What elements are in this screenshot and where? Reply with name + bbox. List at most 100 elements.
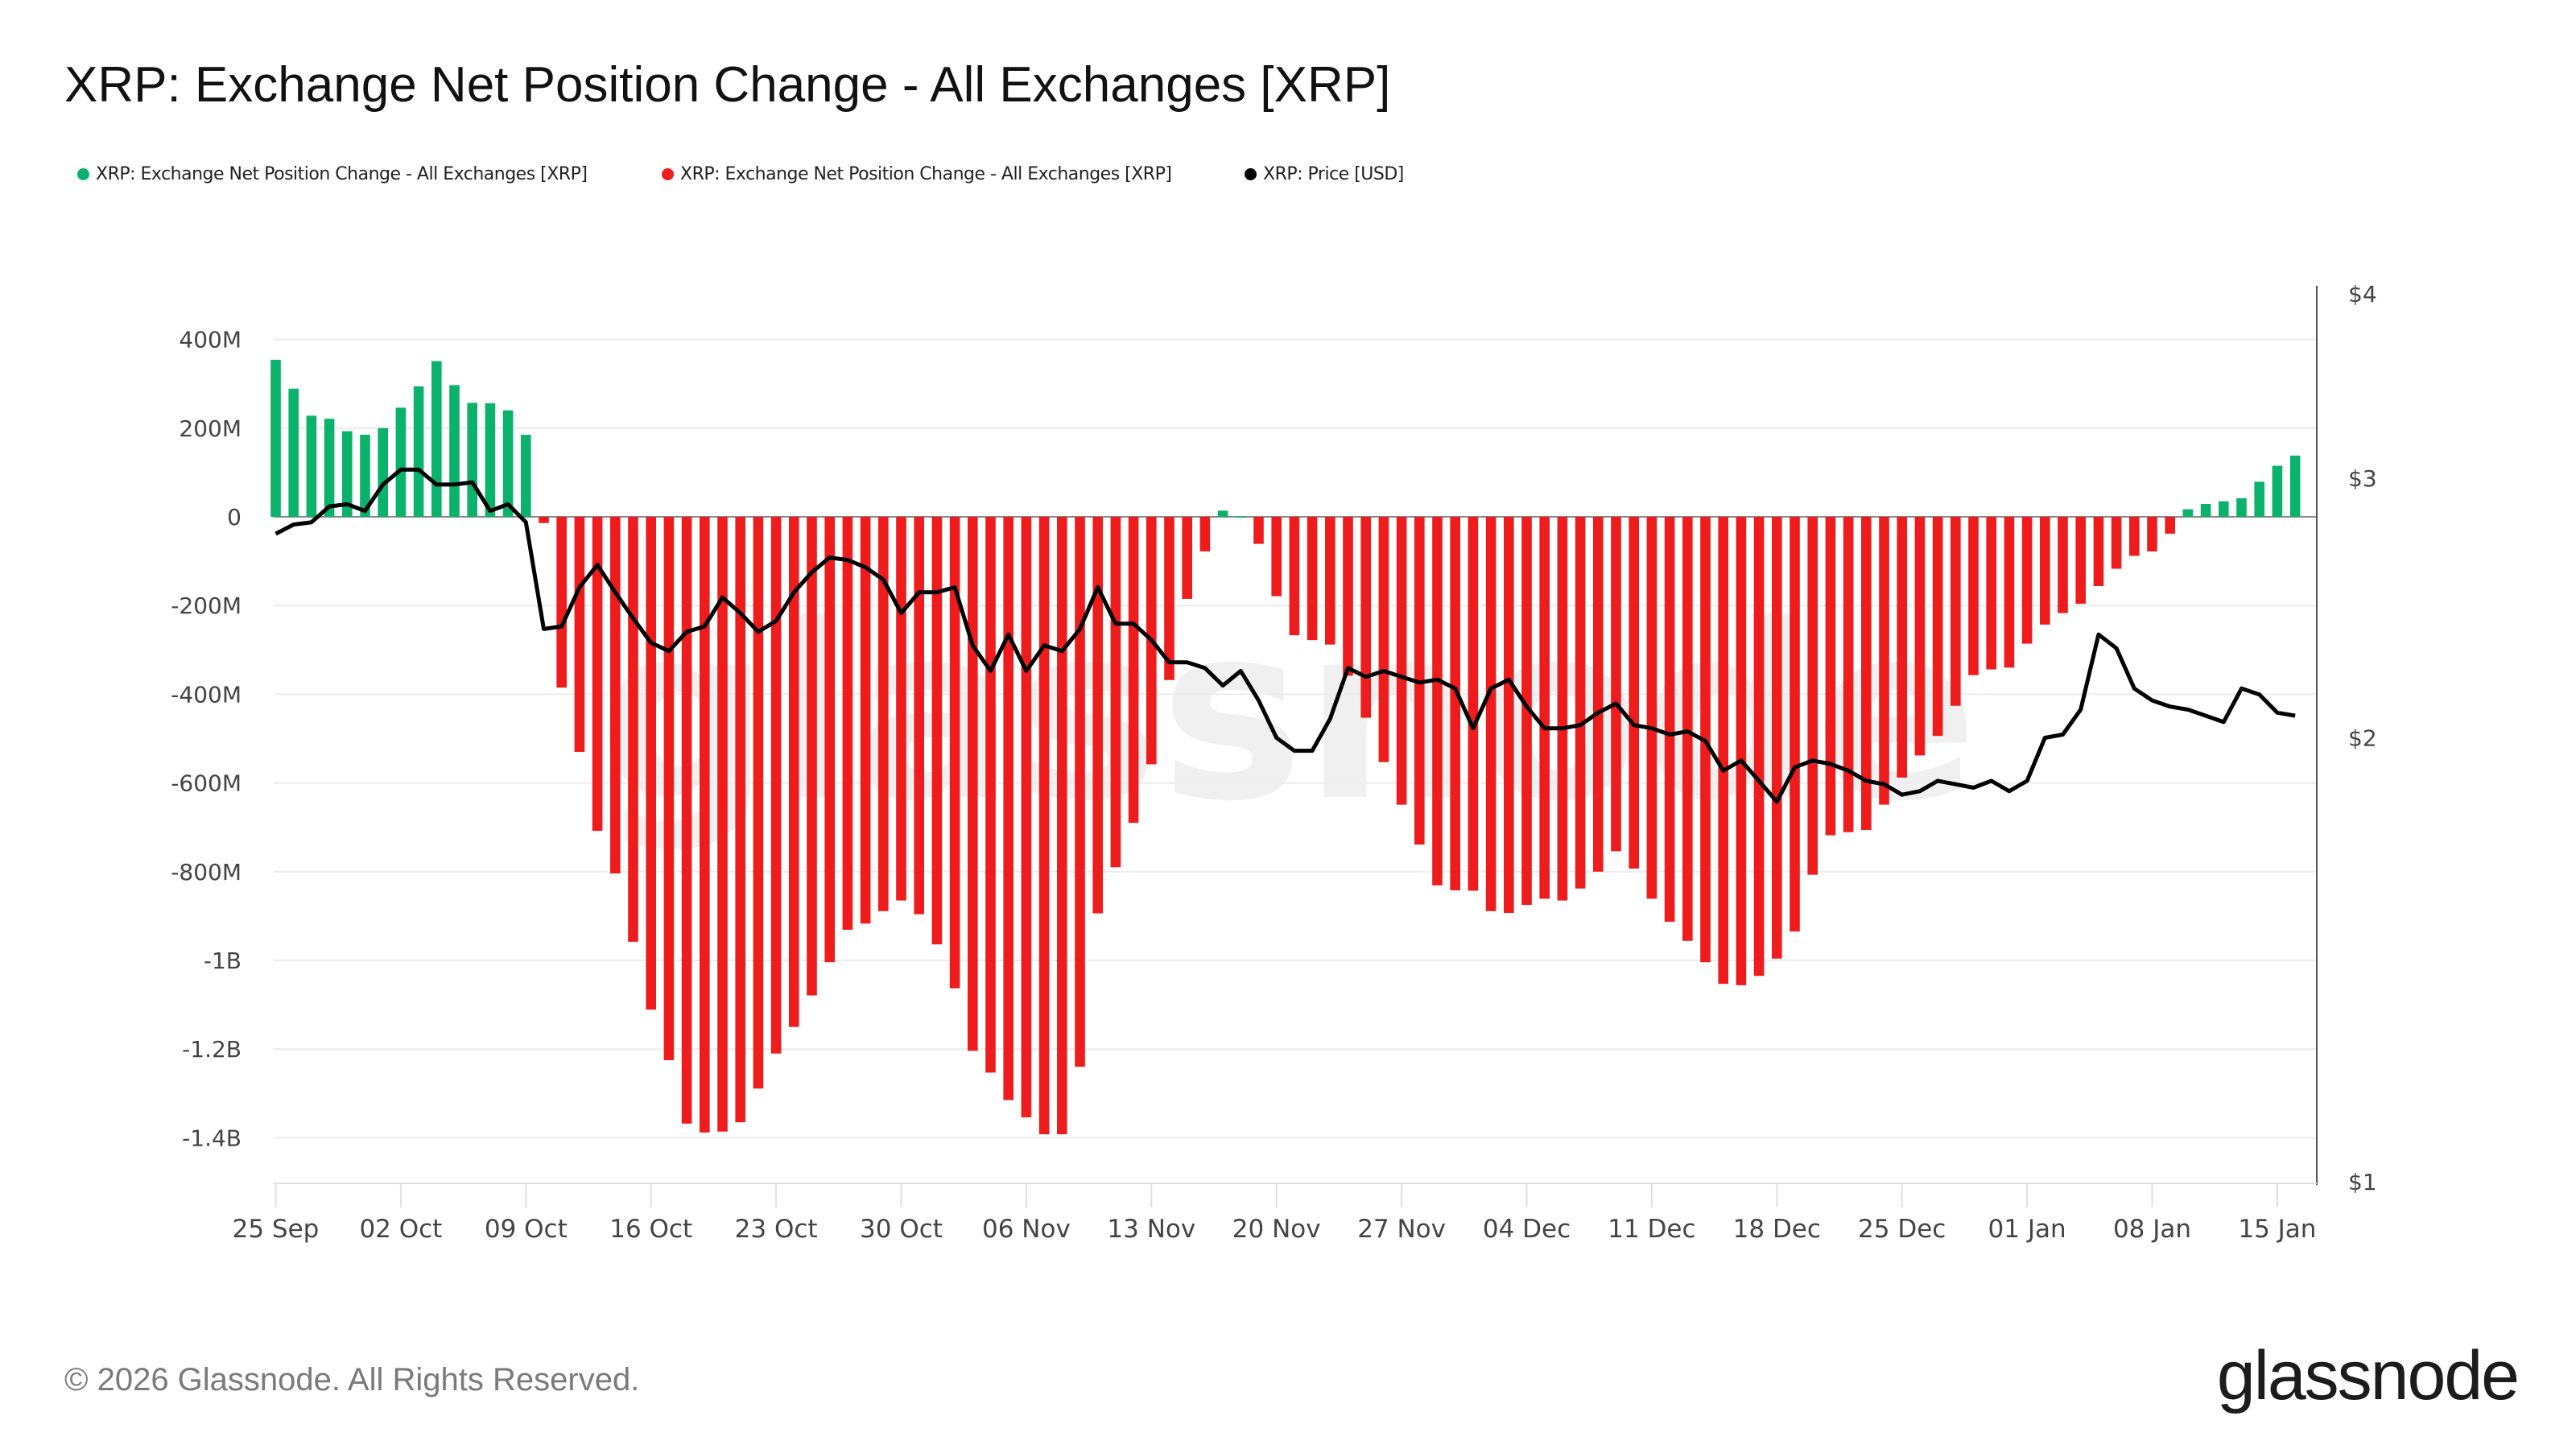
x-tick-label: 11 Dec bbox=[1608, 1215, 1695, 1244]
bar-negative bbox=[1932, 517, 1943, 737]
y-tick-label: 400M bbox=[179, 327, 242, 353]
legend-label: XRP: Price [USD] bbox=[1263, 164, 1404, 184]
glassnode-logo: glassnode bbox=[2216, 1337, 2520, 1414]
bar-negative bbox=[860, 517, 871, 924]
x-tick-label: 02 Oct bbox=[359, 1215, 442, 1244]
legend-item-inflow[interactable]: XRP: Exchange Net Position Change - All … bbox=[77, 164, 588, 184]
bar-positive bbox=[431, 361, 442, 517]
bar-negative bbox=[681, 517, 692, 1124]
legend-label: XRP: Exchange Net Position Change - All … bbox=[680, 164, 1172, 184]
bar-negative bbox=[628, 517, 638, 942]
bar-negative bbox=[1986, 517, 1996, 670]
y-tick-label: -400M bbox=[171, 681, 242, 708]
bar-negative bbox=[1593, 517, 1604, 872]
y-right-tick-label: $2 bbox=[2348, 725, 2377, 752]
bar-negative bbox=[646, 517, 656, 1010]
bar-positive bbox=[467, 402, 477, 517]
bar-positive bbox=[2200, 504, 2211, 517]
bar-negative bbox=[1772, 517, 1782, 959]
bar-negative bbox=[1790, 517, 1800, 932]
bar-negative bbox=[1485, 517, 1496, 911]
bar-negative bbox=[1432, 517, 1443, 886]
bar-negative bbox=[1539, 517, 1550, 899]
bar-positive bbox=[2254, 481, 2264, 517]
y-right-tick-label: $1 bbox=[2348, 1169, 2377, 1195]
bar-negative bbox=[1629, 517, 1639, 869]
bar-negative bbox=[610, 517, 621, 874]
x-tick-label: 09 Oct bbox=[485, 1215, 568, 1244]
bar-negative bbox=[1199, 517, 1211, 551]
bar-negative bbox=[1557, 517, 1568, 901]
bar-positive bbox=[395, 407, 407, 517]
bar-negative bbox=[1682, 517, 1693, 941]
copyright-text: © 2026 Glassnode. All Rights Reserved. bbox=[64, 1362, 640, 1397]
x-tick-label: 01 Jan bbox=[1988, 1215, 2066, 1244]
bar-positive bbox=[270, 359, 281, 517]
bar-negative bbox=[1110, 517, 1121, 868]
bar-negative bbox=[949, 517, 960, 989]
x-tick-label: 18 Dec bbox=[1733, 1215, 1821, 1244]
bar-negative bbox=[1611, 517, 1621, 852]
bar-positive bbox=[485, 402, 496, 517]
bar-positive bbox=[288, 388, 299, 517]
bar-negative bbox=[1307, 517, 1318, 641]
bar-negative bbox=[842, 517, 853, 930]
bar-positive bbox=[2272, 465, 2283, 517]
bar-negative bbox=[1253, 517, 1264, 544]
bar-negative bbox=[753, 517, 764, 1089]
bar-negative bbox=[2147, 517, 2157, 551]
bar-negative bbox=[1807, 517, 1818, 875]
bar-negative bbox=[2165, 517, 2175, 534]
bar-negative bbox=[1504, 517, 1514, 914]
bar-negative bbox=[1879, 517, 1889, 805]
bar-negative bbox=[1396, 517, 1407, 805]
x-tick-label: 15 Jan bbox=[2238, 1215, 2316, 1244]
x-tick-label: 08 Jan bbox=[2113, 1215, 2191, 1244]
bar-negative bbox=[1753, 517, 1765, 976]
bar-negative bbox=[717, 517, 728, 1132]
bar-negative bbox=[574, 517, 585, 753]
bar-negative bbox=[2021, 517, 2033, 644]
y-tick-label: -1.4B bbox=[182, 1125, 242, 1151]
bar-negative bbox=[1664, 517, 1675, 923]
bar-negative bbox=[2040, 517, 2050, 625]
bar-negative bbox=[914, 517, 924, 914]
bar-positive bbox=[2182, 509, 2194, 517]
bar-negative bbox=[878, 517, 889, 911]
bar-negative bbox=[1092, 517, 1103, 914]
bar-negative bbox=[896, 517, 906, 901]
legend-item-price[interactable]: XRP: Price [USD] bbox=[1245, 164, 1404, 184]
bar-negative bbox=[1164, 517, 1174, 680]
bar-negative bbox=[1182, 517, 1192, 599]
bar-negative bbox=[931, 517, 943, 945]
bar-positive bbox=[360, 435, 370, 517]
y-tick-label: -200M bbox=[171, 592, 242, 619]
bar-positive bbox=[2236, 497, 2247, 517]
legend-item-outflow[interactable]: XRP: Exchange Net Position Change - All … bbox=[662, 164, 1172, 184]
legend-label: XRP: Exchange Net Position Change - All … bbox=[96, 164, 588, 184]
bar-negative bbox=[2111, 517, 2122, 569]
y-tick-label: 200M bbox=[179, 415, 242, 442]
y-tick-label: -1.2B bbox=[182, 1036, 242, 1063]
bar-negative bbox=[1718, 517, 1728, 985]
bar-negative bbox=[592, 517, 603, 832]
bar-negative bbox=[985, 517, 996, 1073]
bar-negative bbox=[770, 517, 782, 1054]
bar-negative bbox=[1450, 517, 1460, 890]
watermark: glassnode bbox=[597, 573, 1978, 854]
bar-positive bbox=[2219, 501, 2229, 517]
bar-negative bbox=[1951, 517, 1961, 706]
bar-negative bbox=[1003, 517, 1013, 1100]
bar-positive bbox=[342, 431, 353, 517]
bar-positive bbox=[2289, 455, 2301, 517]
bar-negative bbox=[1343, 517, 1353, 676]
bar-negative bbox=[1271, 517, 1282, 597]
bar-positive bbox=[1217, 510, 1228, 517]
x-tick-label: 25 Sep bbox=[233, 1215, 320, 1244]
bar-negative bbox=[1057, 517, 1067, 1134]
bar-negative bbox=[807, 517, 817, 996]
bar-negative bbox=[1897, 517, 1907, 778]
price-line bbox=[275, 467, 2296, 804]
bar-negative bbox=[1575, 517, 1586, 889]
